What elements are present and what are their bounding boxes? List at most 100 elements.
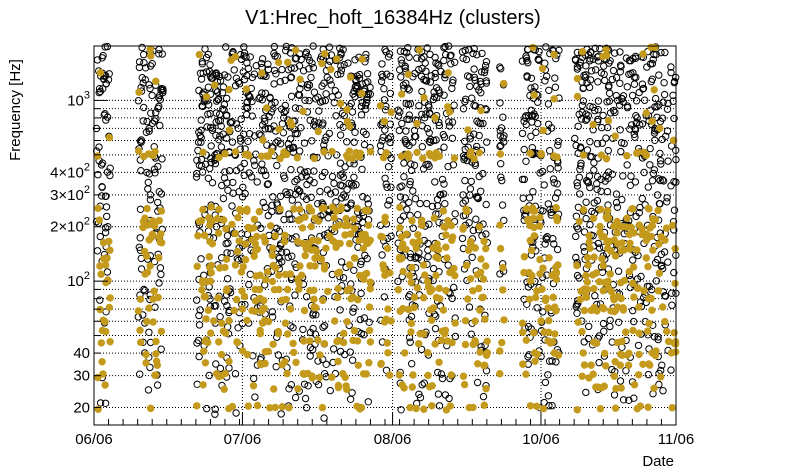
loud-cluster-point (477, 106, 485, 115)
cluster-point (243, 59, 251, 67)
loud-cluster-point (476, 306, 484, 314)
cluster-point (205, 371, 213, 380)
loud-cluster-point (231, 52, 240, 61)
cluster-point (336, 181, 345, 189)
cluster-point (300, 139, 309, 147)
loud-cluster-point (651, 43, 659, 52)
loud-cluster-point (461, 340, 470, 349)
loud-cluster-point (301, 251, 309, 260)
cluster-point (358, 218, 367, 227)
loud-cluster-point (234, 213, 242, 222)
cluster-point (599, 319, 608, 328)
loud-cluster-point (432, 253, 440, 261)
cluster-point (554, 164, 562, 172)
cluster-point (420, 53, 428, 61)
cluster-point (102, 203, 111, 211)
loud-cluster-point (268, 251, 277, 260)
loud-cluster-point (624, 361, 633, 369)
cluster-point (193, 296, 201, 304)
loud-cluster-point (266, 222, 275, 230)
cluster-point (277, 410, 285, 418)
loud-cluster-point (616, 279, 625, 287)
cluster-point (425, 129, 433, 137)
loud-cluster-point (471, 317, 479, 325)
loud-cluster-point (428, 382, 436, 390)
loud-cluster-point (483, 337, 491, 345)
loud-cluster-point (467, 148, 475, 156)
cluster-point (144, 178, 153, 187)
cluster-point (338, 109, 347, 118)
cluster-point (332, 198, 340, 206)
cluster-point (637, 272, 645, 281)
cluster-point (264, 180, 272, 188)
cluster-point (461, 197, 470, 205)
cluster-point (145, 81, 153, 89)
cluster-point (531, 83, 539, 91)
loud-cluster-point (145, 236, 153, 244)
loud-cluster-point (149, 295, 157, 303)
cluster-point (610, 391, 619, 399)
cluster-point (619, 172, 627, 180)
loud-cluster-point (315, 373, 324, 382)
cluster-point (193, 339, 201, 347)
cluster-point (599, 111, 607, 120)
loud-cluster-point (593, 307, 601, 315)
loud-cluster-point (587, 361, 595, 369)
loud-cluster-point (354, 296, 362, 304)
loud-cluster-point (537, 149, 545, 158)
cluster-point (661, 48, 669, 57)
loud-cluster-point (398, 381, 406, 389)
loud-cluster-point (529, 329, 538, 337)
cluster-point (591, 292, 599, 300)
cluster-point (384, 163, 393, 171)
loud-cluster-point (346, 230, 355, 238)
cluster-point (668, 289, 676, 297)
cluster-point (96, 399, 105, 407)
loud-cluster-point (574, 318, 582, 326)
cluster-point (610, 106, 618, 115)
loud-cluster-point (616, 350, 625, 358)
cluster-point (195, 311, 203, 320)
loud-cluster-point (147, 52, 155, 60)
cluster-point (220, 106, 228, 114)
cluster-point (378, 70, 386, 79)
tick-labels: 06/06 07/06 08/06 10/06 11/06 20 30 40 102 2×102 3… (50, 89, 694, 448)
loud-cluster-point (319, 296, 327, 305)
loud-cluster-point (106, 246, 114, 254)
loud-cluster-point (212, 370, 221, 378)
cluster-point (616, 48, 624, 56)
cluster-point (274, 351, 283, 359)
cluster-point (336, 121, 344, 129)
cluster-point (220, 174, 229, 182)
cluster-point (144, 185, 152, 193)
loud-cluster-point (519, 360, 527, 368)
cluster-point (403, 115, 411, 123)
loud-cluster-point (135, 88, 143, 96)
loud-cluster-point (134, 307, 143, 315)
cluster-point (156, 264, 165, 272)
cluster-point (337, 50, 345, 59)
cluster-point (655, 200, 664, 208)
cluster-point (344, 59, 352, 67)
loud-cluster-point (262, 276, 270, 284)
cluster-point (631, 133, 639, 141)
loud-cluster-point (589, 271, 597, 279)
cluster-point (216, 117, 225, 125)
loud-cluster-point (275, 125, 283, 134)
cluster-point (584, 112, 592, 120)
loud-cluster-point (231, 229, 240, 238)
cluster-point (579, 84, 587, 93)
loud-cluster-point (419, 154, 427, 163)
loud-cluster-point (518, 328, 527, 336)
cluster-point (450, 283, 458, 292)
loud-cluster-point (98, 358, 106, 366)
cluster-point (447, 51, 455, 59)
y-tick-label: 4×102 (50, 161, 90, 181)
cluster-point (545, 357, 554, 365)
cluster-point (147, 109, 155, 117)
loud-cluster-point (106, 294, 114, 302)
cluster-point (322, 133, 330, 141)
cluster-point (305, 81, 314, 89)
loud-cluster-point (394, 286, 403, 294)
loud-cluster-point (320, 265, 329, 273)
